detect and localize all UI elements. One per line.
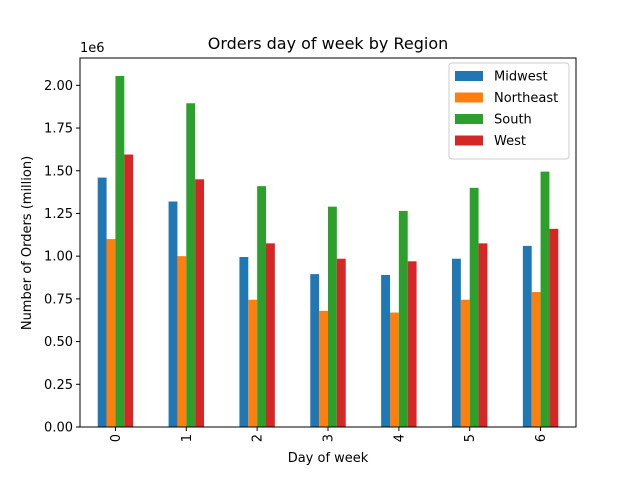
y-tick-label: 0.50 — [44, 335, 73, 350]
bar-northeast-day-5 — [460, 299, 470, 427]
x-tick-label: 2 — [251, 434, 266, 442]
bars-layer — [97, 75, 559, 428]
bar-west-day-5 — [478, 243, 488, 427]
legend-swatch-south — [455, 114, 483, 124]
legend-swatch-west — [455, 135, 483, 146]
bar-south-day-1 — [186, 103, 196, 427]
y-tick-label: 2.00 — [44, 79, 73, 94]
y-tick-label: 1.00 — [44, 250, 73, 265]
bar-midwest-day-4 — [381, 274, 390, 427]
bar-west-day-2 — [266, 243, 275, 427]
y-offset-label: 1e6 — [80, 41, 105, 56]
bar-west-day-4 — [407, 261, 417, 427]
bar-northeast-day-1 — [177, 256, 187, 427]
bar-west-day-6 — [549, 228, 559, 427]
x-tick-label: 6 — [534, 434, 549, 442]
y-axis-label: Number of Orders (million) — [20, 156, 35, 330]
x-axis-label: Day of week — [288, 451, 369, 466]
legend-label-south: South — [494, 113, 532, 128]
bar-south-day-5 — [469, 187, 479, 427]
legend-label-west: West — [494, 134, 526, 149]
plot-frame — [79, 57, 577, 428]
bar-south-day-0 — [115, 75, 125, 427]
chart-title: Orders day of week by Region — [208, 34, 449, 53]
bar-south-day-2 — [257, 186, 266, 427]
x-tick-label: 1 — [180, 434, 195, 442]
bar-northeast-day-2 — [248, 299, 258, 427]
bar-midwest-day-1 — [168, 201, 178, 427]
y-tick-label: 1.75 — [44, 122, 73, 137]
bar-northeast-day-6 — [531, 292, 541, 427]
bar-midwest-day-6 — [522, 245, 532, 427]
bar-northeast-day-3 — [319, 310, 328, 427]
y-tick-label: 1.25 — [44, 207, 73, 222]
x-tick-label: 5 — [463, 434, 478, 442]
bar-west-day-3 — [336, 258, 346, 427]
ticks-layer: 0.00 0.25 0.50 0.75 1.00 1.25 1.50 1.75 2.00 0 1 2 3… — [44, 79, 549, 442]
y-tick-label: 0.75 — [44, 292, 73, 307]
legend-label-midwest: Midwest — [494, 70, 548, 85]
legend-label-northeast: Northeast — [494, 91, 558, 106]
y-tick-label: 0.25 — [44, 378, 73, 393]
bar-midwest-day-2 — [239, 257, 249, 427]
x-tick-label: 0 — [109, 434, 124, 442]
legend-box — [448, 62, 570, 160]
bar-midwest-day-3 — [310, 274, 320, 427]
bar-northeast-day-0 — [106, 239, 116, 427]
x-tick-label: 4 — [392, 434, 407, 442]
legend-swatch-midwest — [455, 71, 483, 81]
bar-south-day-4 — [398, 210, 408, 427]
legend-swatch-northeast — [455, 92, 483, 103]
x-tick-label: 3 — [322, 434, 337, 442]
bar-midwest-day-0 — [97, 177, 107, 427]
legend: Midwest Northeast South West — [448, 62, 570, 160]
bar-northeast-day-4 — [390, 312, 399, 427]
bar-west-day-1 — [195, 179, 204, 427]
bar-midwest-day-5 — [452, 258, 461, 427]
y-tick-label: 1.50 — [44, 164, 73, 179]
bar-west-day-0 — [124, 154, 134, 428]
bar-south-day-6 — [540, 171, 550, 427]
y-tick-label: 0.00 — [44, 421, 73, 436]
bar-south-day-3 — [328, 206, 337, 427]
